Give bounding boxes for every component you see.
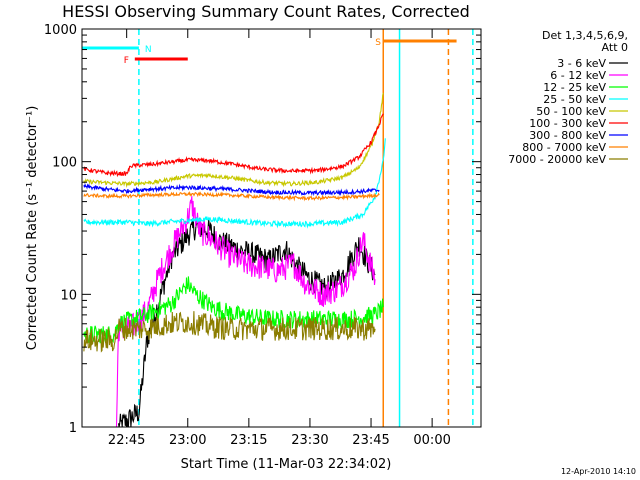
legend-header-line-1: Det 1,3,4,5,6,9,: [542, 29, 628, 42]
series-line-1: [117, 217, 376, 428]
x-tick-label: 23:30: [291, 433, 328, 448]
legend-label-6: 100 - 300 keV: [529, 117, 606, 130]
y-tick-label: 10: [60, 288, 77, 303]
series-line-9: [83, 311, 376, 353]
series-line-2: [115, 196, 376, 428]
y-tick-label: 100: [52, 156, 77, 171]
x-tick-label: 00:00: [413, 433, 450, 448]
legend-label-5: 50 - 100 keV: [536, 105, 606, 118]
legend-header-line-2: Att 0: [602, 41, 628, 54]
legend-label-1: 3 - 6 keV: [557, 57, 606, 70]
legend-label-8: 800 - 7000 keV: [522, 141, 606, 154]
plot-frame: [81, 28, 482, 428]
legend-label-3: 12 - 25 keV: [543, 81, 606, 94]
x-tick-label: 23:00: [169, 433, 206, 448]
x-tick-label: 23:15: [230, 433, 267, 448]
y-axis-title: Corrected Count Rate (s⁻¹ detector⁻¹): [25, 106, 40, 351]
x-tick-label: 22:45: [108, 433, 145, 448]
series-line-4: [83, 138, 386, 229]
series-line-6: [83, 113, 384, 178]
flag-label-F: F: [124, 56, 129, 66]
y-tick-label: 1000: [44, 23, 77, 38]
flag-label-N: N: [145, 45, 152, 55]
legend-label-4: 25 - 50 keV: [543, 93, 606, 106]
x-tick-label: 23:45: [352, 433, 389, 448]
footer-timestamp: 12-Apr-2010 14:10: [561, 467, 636, 476]
y-tick-label: 1: [69, 421, 77, 436]
flag-label-S: S: [375, 38, 381, 48]
chart-title: HESSI Observing Summary Count Rates, Cor…: [62, 2, 470, 21]
series-line-5: [83, 92, 384, 188]
legend-label-2: 6 - 12 keV: [550, 69, 606, 82]
data-layer: F N S: [82, 29, 474, 428]
legend-label-9: 7000 - 20000 keV: [508, 153, 606, 166]
series-line-7: [83, 182, 380, 197]
axis-layer: 1 10 100 1000 22:45 23:00 23:15 23:30 23:45 00:00: [44, 23, 481, 448]
series-line-8: [83, 190, 380, 202]
legend-label-7: 300 - 800 keV: [529, 129, 606, 142]
x-axis-title: Start Time (11-Mar-03 22:34:02): [181, 457, 392, 472]
